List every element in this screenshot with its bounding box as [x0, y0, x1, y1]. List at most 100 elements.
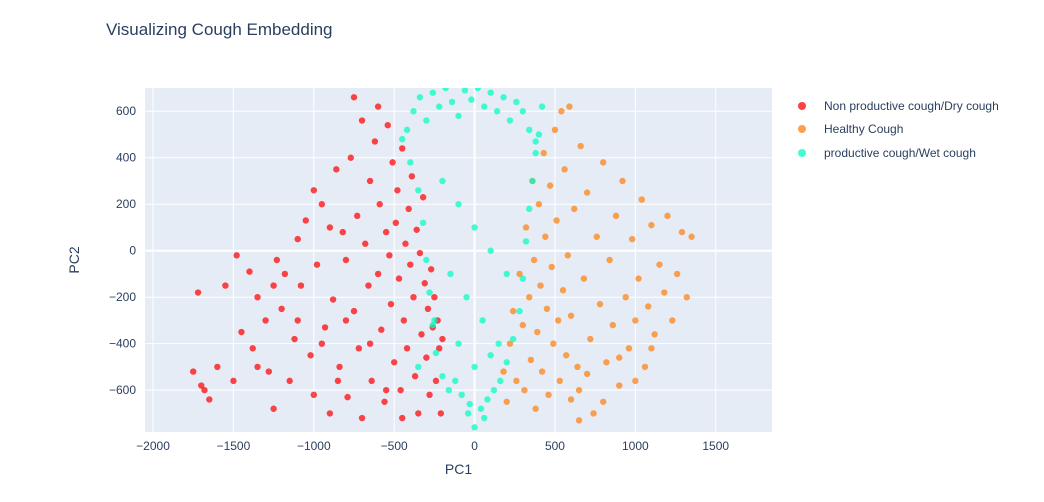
data-point[interactable] — [599, 398, 607, 405]
data-point[interactable] — [423, 256, 430, 264]
data-point[interactable] — [411, 373, 419, 380]
data-point[interactable] — [678, 228, 686, 236]
data-point[interactable] — [567, 312, 575, 319]
data-point[interactable] — [413, 226, 420, 233]
data-point[interactable] — [448, 98, 456, 106]
data-point[interactable] — [313, 261, 321, 268]
data-point[interactable] — [403, 126, 411, 134]
data-point[interactable] — [424, 305, 432, 313]
data-point[interactable] — [408, 173, 416, 180]
data-point[interactable] — [577, 142, 584, 150]
data-point[interactable] — [230, 377, 237, 385]
data-point[interactable] — [278, 305, 285, 313]
data-point[interactable] — [599, 159, 607, 166]
data-point[interactable] — [403, 345, 411, 352]
data-point[interactable] — [559, 287, 567, 294]
data-point[interactable] — [461, 87, 469, 94]
data-point[interactable] — [347, 154, 354, 161]
data-point[interactable] — [506, 117, 514, 124]
data-point[interactable] — [493, 108, 501, 115]
data-point[interactable] — [281, 270, 289, 278]
data-point[interactable] — [526, 126, 533, 134]
data-point[interactable] — [556, 377, 563, 385]
data-point[interactable] — [593, 233, 600, 240]
data-point[interactable] — [509, 335, 517, 343]
data-point[interactable] — [291, 335, 298, 343]
data-point[interactable] — [574, 363, 581, 371]
data-point[interactable] — [405, 205, 412, 213]
data-point[interactable] — [318, 340, 326, 347]
data-point[interactable] — [590, 410, 597, 417]
data-point[interactable] — [395, 275, 403, 282]
data-point[interactable] — [336, 363, 343, 371]
data-point[interactable] — [526, 205, 533, 213]
data-point[interactable] — [297, 282, 305, 289]
data-point[interactable] — [516, 270, 523, 278]
data-point[interactable] — [522, 224, 530, 231]
data-point[interactable] — [432, 349, 440, 357]
data-point[interactable] — [537, 282, 544, 289]
data-point[interactable] — [366, 177, 374, 185]
data-point[interactable] — [416, 94, 424, 101]
data-point[interactable] — [371, 138, 379, 145]
data-point[interactable] — [410, 108, 417, 115]
data-point[interactable] — [447, 270, 454, 278]
data-point[interactable] — [376, 201, 383, 208]
data-point[interactable] — [410, 293, 417, 301]
data-point[interactable] — [583, 189, 591, 196]
data-point[interactable] — [419, 219, 427, 227]
data-point[interactable] — [415, 410, 422, 417]
data-point[interactable] — [487, 89, 494, 96]
data-point[interactable] — [516, 307, 523, 315]
data-point[interactable] — [497, 377, 504, 385]
data-point[interactable] — [437, 410, 445, 417]
data-point[interactable] — [571, 205, 578, 213]
data-point[interactable] — [416, 249, 424, 257]
data-point[interactable] — [656, 261, 663, 268]
data-point[interactable] — [439, 373, 446, 380]
data-point[interactable] — [532, 405, 539, 412]
data-point[interactable] — [635, 275, 642, 282]
data-point[interactable] — [201, 386, 208, 394]
data-point[interactable] — [334, 377, 342, 385]
data-point[interactable] — [612, 212, 620, 220]
data-point[interactable] — [431, 317, 438, 324]
data-point[interactable] — [254, 293, 261, 301]
data-point[interactable] — [246, 268, 253, 275]
data-point[interactable] — [481, 414, 488, 422]
data-point[interactable] — [426, 289, 433, 296]
data-point[interactable] — [638, 196, 645, 203]
data-point[interactable] — [368, 377, 375, 385]
legend-item[interactable]: productive cough/Wet cough — [798, 141, 999, 165]
data-point[interactable] — [526, 293, 533, 301]
data-point[interactable] — [431, 293, 438, 301]
data-point[interactable] — [503, 270, 510, 278]
data-point[interactable] — [495, 340, 502, 347]
data-point[interactable] — [532, 138, 539, 145]
data-point[interactable] — [468, 96, 475, 103]
data-point[interactable] — [530, 256, 538, 264]
data-point[interactable] — [625, 345, 633, 352]
data-point[interactable] — [374, 270, 382, 278]
data-point[interactable] — [669, 317, 676, 324]
data-point[interactable] — [583, 370, 591, 378]
data-point[interactable] — [535, 201, 543, 208]
data-point[interactable] — [683, 293, 690, 301]
data-point[interactable] — [445, 386, 453, 394]
data-point[interactable] — [455, 112, 462, 120]
data-point[interactable] — [603, 359, 610, 366]
data-point[interactable] — [648, 345, 655, 352]
data-point[interactable] — [466, 400, 473, 408]
data-point[interactable] — [477, 405, 485, 412]
data-point[interactable] — [381, 398, 388, 405]
data-point[interactable] — [509, 307, 517, 315]
data-point[interactable] — [519, 321, 527, 329]
data-point[interactable] — [580, 275, 588, 282]
data-point[interactable] — [503, 398, 510, 405]
data-point[interactable] — [442, 85, 449, 92]
data-point[interactable] — [553, 217, 560, 224]
data-point[interactable] — [194, 289, 202, 296]
data-point[interactable] — [423, 354, 430, 361]
data-point[interactable] — [575, 417, 583, 424]
data-point[interactable] — [418, 331, 425, 338]
